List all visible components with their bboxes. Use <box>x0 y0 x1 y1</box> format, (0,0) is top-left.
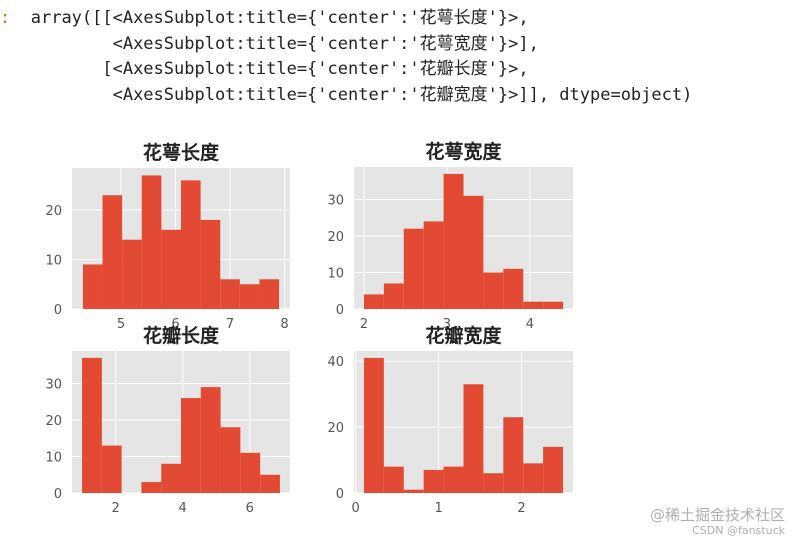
panel-4-bar <box>363 357 384 493</box>
panel-3-ytick-label: 10 <box>45 450 62 465</box>
panel-1-xtick-label: 6 <box>171 317 179 332</box>
panel-4-bar <box>423 469 444 493</box>
panel-2-bar <box>443 173 464 309</box>
panel-1-xtick-label: 7 <box>226 317 234 332</box>
panel-2-ytick-label: 20 <box>327 230 344 245</box>
panel-2-bar <box>463 195 484 309</box>
panel-2-bar <box>523 301 544 309</box>
panel-3-bar <box>82 357 102 493</box>
watermark: @稀土掘金技术社区 CSDN @fanstuck <box>650 506 785 537</box>
panel-4-title: 花瓣宽度 <box>425 324 502 347</box>
panel-3-ytick-label: 20 <box>45 414 62 429</box>
output-line-3: [<AxesSubplot:title={'center':'花瓣长度'}>, <box>30 59 529 79</box>
panel-3-xtick-label: 4 <box>179 501 187 516</box>
panel-4-bar <box>543 446 564 493</box>
panel-3-bar <box>220 427 241 493</box>
panel-1-ytick-label: 20 <box>45 204 62 219</box>
panel-2-bar <box>483 272 504 309</box>
panel-4-ytick-label: 40 <box>327 355 344 370</box>
panel-3-xtick-label: 6 <box>246 501 254 516</box>
panel-1-bar <box>141 175 162 309</box>
panel-1-bar <box>122 239 142 309</box>
panel-1-bar <box>161 229 181 309</box>
panel-2-bar <box>383 283 404 309</box>
panel-1-xtick-label: 8 <box>280 317 288 332</box>
panel-2-ytick-label: 10 <box>327 266 344 281</box>
panel-4-bar <box>503 417 524 493</box>
output-line-1: array([[<AxesSubplot:title={'center':'花萼… <box>30 8 529 28</box>
panel-3-xtick-label: 2 <box>111 501 119 516</box>
panel-1-bar <box>200 219 221 309</box>
panel-1-xtick-label: 5 <box>117 317 125 332</box>
panel-3-bar <box>200 387 221 493</box>
panel-3-ytick-label: 0 <box>54 487 62 502</box>
panel-2-ytick-label: 0 <box>336 303 344 318</box>
panel-3-bar <box>141 482 162 493</box>
panel-4-xtick-label: 1 <box>434 501 442 516</box>
panel-4-xtick-label: 0 <box>352 501 360 516</box>
panel-2-xtick-label: 4 <box>526 317 534 332</box>
panel-3-bar <box>240 452 261 493</box>
panel-2-xtick-label: 3 <box>443 317 451 332</box>
watermark-juejin: @稀土掘金技术社区 <box>649 506 785 524</box>
panel-1-ytick-label: 10 <box>45 254 62 269</box>
panel-2-bar <box>543 301 564 309</box>
panel-4-ytick-label: 0 <box>336 487 344 502</box>
panel-2-bar <box>363 294 384 309</box>
panel-2-ytick-label: 30 <box>327 193 344 208</box>
panel-1-bar <box>82 264 103 309</box>
panel-4-bar <box>403 489 424 493</box>
panel-4-bar <box>463 384 484 493</box>
output-line-4: <AxesSubplot:title={'center':'花瓣宽度'}>]],… <box>30 84 693 105</box>
panel-4-bar <box>523 463 544 493</box>
panel-3-bar <box>101 445 122 493</box>
watermark-csdn: CSDN @fanstuck <box>692 524 785 537</box>
cell-output: : array([[<AxesSubplot:title={'center':'… <box>0 6 692 108</box>
panel-4-bar <box>383 466 404 493</box>
output-line-2: <AxesSubplot:title={'center':'花萼宽度'}>], <box>30 33 539 54</box>
panel-4-xtick-label: 2 <box>517 501 525 516</box>
panel-1-bar <box>102 195 123 309</box>
panel-4-bar <box>483 473 504 493</box>
panel-1-bar <box>239 284 260 309</box>
panel-4-ytick-label: 20 <box>327 421 344 436</box>
panel-4-bar <box>443 466 464 493</box>
output-prompt: : <box>0 8 11 28</box>
panel-3-title: 花瓣长度 <box>143 324 220 347</box>
panel-1-bar <box>220 279 240 309</box>
panel-3-ytick-label: 30 <box>45 377 62 392</box>
panel-2-bar <box>403 228 424 309</box>
panel-1-ytick-label: 0 <box>54 303 62 318</box>
panel-2-xtick-label: 2 <box>360 317 368 332</box>
panel-3-bar <box>181 398 201 493</box>
panel-1-bar <box>181 180 201 309</box>
panel-2-bar <box>423 221 444 309</box>
panel-1-title: 花萼长度 <box>143 141 220 164</box>
panel-3-bar <box>161 463 181 493</box>
panel-2-title: 花萼宽度 <box>425 140 502 163</box>
panel-1-bar <box>259 279 280 309</box>
panel-3-bar <box>260 474 280 493</box>
panel-2-bar <box>503 268 524 309</box>
